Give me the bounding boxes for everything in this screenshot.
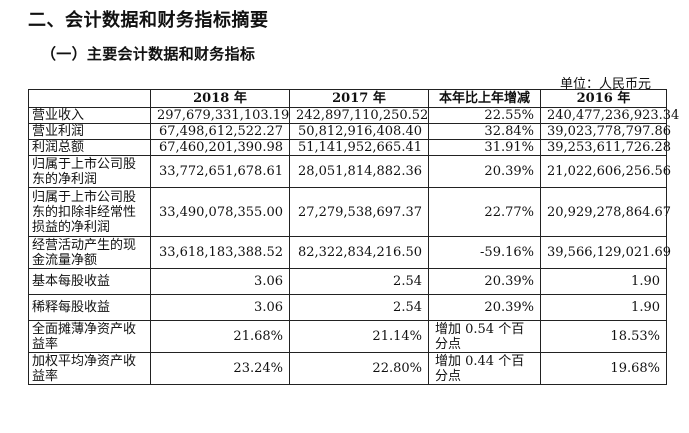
value-2017: 27,279,538,697.37 <box>289 187 429 237</box>
subsection-title: （一）主要会计数据和财务指标 <box>41 45 256 63</box>
value-2018: 33,618,183,388.52 <box>150 236 290 269</box>
value-2016: 39,253,611,726.28 <box>540 139 671 156</box>
value-change: 22.77% <box>428 187 541 237</box>
financial-table-container: 2018 年 2017 年 本年比上年增减 2016 年 营业收入 297,67… <box>28 89 679 385</box>
value-2018: 33,772,651,678.61 <box>150 155 290 188</box>
unit-label: 单位：人民币元 <box>559 77 651 92</box>
value-change: 20.39% <box>428 268 541 295</box>
value-2018: 3.06 <box>150 294 290 321</box>
table-row: 营业收入 297,679,331,103.19 242,897,110,250.… <box>28 107 679 124</box>
row-label: 经营活动产生的现金流量净额 <box>28 236 151 269</box>
header-cell-2017: 2017 年 <box>289 89 429 108</box>
value-2017: 50,812,916,408.40 <box>289 123 429 140</box>
value-2017: 22.80% <box>289 352 429 385</box>
value-2017: 2.54 <box>289 268 429 295</box>
table-row: 归属于上市公司股东的净利润 33,772,651,678.61 28,051,8… <box>28 155 671 188</box>
value-2016: 1.90 <box>540 294 667 321</box>
table-row: 经营活动产生的现金流量净额 33,618,183,388.52 82,322,8… <box>28 236 671 269</box>
value-2016: 18.53% <box>540 320 667 353</box>
value-change: 增加 0.44 个百分点 <box>428 352 541 385</box>
row-label: 稀释每股收益 <box>28 294 151 321</box>
row-label: 基本每股收益 <box>28 268 151 295</box>
value-2018: 67,498,612,522.27 <box>150 123 290 140</box>
value-change: 31.91% <box>428 139 541 156</box>
header-cell-2018: 2018 年 <box>150 89 290 108</box>
value-2016: 20,929,278,864.67 <box>540 187 671 237</box>
value-2017: 28,051,814,882.36 <box>289 155 429 188</box>
row-label: 营业利润 <box>28 123 151 140</box>
row-label: 归属于上市公司股东的净利润 <box>28 155 151 188</box>
row-label: 归属于上市公司股东的扣除非经常性损益的净利润 <box>28 187 151 237</box>
header-cell-item <box>28 89 151 108</box>
table-row: 基本每股收益 3.06 2.54 20.39% 1.90 <box>28 268 667 295</box>
value-2016: 19.68% <box>540 352 667 385</box>
value-2018: 3.06 <box>150 268 290 295</box>
financial-data-table: 2018 年 2017 年 本年比上年增减 2016 年 营业收入 297,67… <box>28 89 679 385</box>
value-change: 增加 0.54 个百分点 <box>428 320 541 353</box>
value-change: 20.39% <box>428 294 541 321</box>
value-2017: 2.54 <box>289 294 429 321</box>
value-change: 22.55% <box>428 107 541 124</box>
row-label: 营业收入 <box>28 107 151 124</box>
value-change: -59.16% <box>428 236 541 269</box>
value-2016: 240,477,236,923.34 <box>540 107 679 124</box>
table-row: 营业利润 67,498,612,522.27 50,812,916,408.40… <box>28 123 671 140</box>
value-2018: 21.68% <box>150 320 290 353</box>
value-2016: 39,566,129,021.69 <box>540 236 671 269</box>
header-cell-change: 本年比上年增减 <box>428 89 541 108</box>
header-cell-2016: 2016 年 <box>540 89 667 108</box>
value-change: 32.84% <box>428 123 541 140</box>
value-2018: 23.24% <box>150 352 290 385</box>
table-header-row: 2018 年 2017 年 本年比上年增减 2016 年 <box>28 89 667 108</box>
table-row: 利润总额 67,460,201,390.98 51,141,952,665.41… <box>28 139 671 156</box>
value-2017: 82,322,834,216.50 <box>289 236 429 269</box>
value-2018: 297,679,331,103.19 <box>150 107 290 124</box>
value-2016: 39,023,778,797.86 <box>540 123 671 140</box>
value-2017: 21.14% <box>289 320 429 353</box>
row-label: 利润总额 <box>28 139 151 156</box>
section-title: 二、会计数据和财务指标摘要 <box>28 10 269 31</box>
table-row: 稀释每股收益 3.06 2.54 20.39% 1.90 <box>28 294 667 321</box>
value-2017: 242,897,110,250.52 <box>289 107 429 124</box>
value-2018: 33,490,078,355.00 <box>150 187 290 237</box>
value-2017: 51,141,952,665.41 <box>289 139 429 156</box>
value-2018: 67,460,201,390.98 <box>150 139 290 156</box>
row-label: 全面摊薄净资产收益率 <box>28 320 151 353</box>
row-label: 加权平均净资产收益率 <box>28 352 151 385</box>
value-2016: 21,022,606,256.56 <box>540 155 671 188</box>
table-row: 归属于上市公司股东的扣除非经常性损益的净利润 33,490,078,355.00… <box>28 187 671 237</box>
table-row: 全面摊薄净资产收益率 21.68% 21.14% 增加 0.54 个百分点 18… <box>28 320 667 353</box>
table-row: 加权平均净资产收益率 23.24% 22.80% 增加 0.44 个百分点 19… <box>28 352 667 385</box>
value-change: 20.39% <box>428 155 541 188</box>
value-2016: 1.90 <box>540 268 667 295</box>
